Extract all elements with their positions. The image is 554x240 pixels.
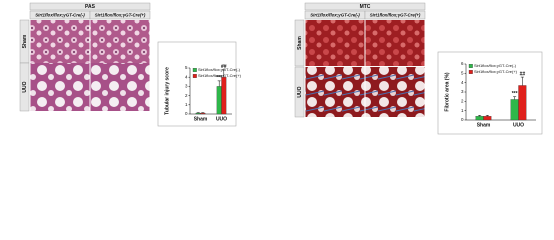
row-label-box bbox=[294, 19, 305, 67]
significance-label: ## bbox=[221, 64, 227, 70]
bar bbox=[475, 116, 484, 121]
y-tick-label: 1 bbox=[461, 108, 464, 113]
y-tick-label: 6 bbox=[461, 61, 464, 66]
bar bbox=[195, 112, 201, 115]
error-bar bbox=[485, 115, 489, 117]
y-tick-label: 2 bbox=[185, 93, 188, 98]
error-bar bbox=[513, 96, 517, 100]
row-label-box bbox=[19, 62, 30, 112]
micrograph bbox=[305, 20, 365, 66]
bar bbox=[483, 116, 492, 121]
legend-label: Sirt1flox/flox;γGT-Cre(-) bbox=[198, 67, 241, 72]
stain-header-box bbox=[304, 2, 426, 11]
legend-label: Sirt1flox/flox;γGT-Cre(+) bbox=[474, 69, 518, 74]
legend-swatch bbox=[468, 64, 473, 68]
y-tick-label: 5 bbox=[185, 65, 188, 70]
stain-label: MTC bbox=[360, 4, 371, 10]
x-tick-label: Sham bbox=[477, 122, 491, 128]
column-header: Sirt1flox/flox;γGT-Cre(-) bbox=[310, 12, 360, 17]
column-header-box bbox=[364, 10, 426, 20]
bar bbox=[221, 77, 227, 115]
column-header: Sirt1flox/flox;γGT-Cre(+) bbox=[370, 12, 421, 17]
bar bbox=[518, 85, 527, 121]
row-label: Sham bbox=[297, 36, 303, 50]
micrograph bbox=[305, 67, 365, 117]
x-tick-label: Sham bbox=[194, 116, 208, 122]
row-label: Sham bbox=[22, 34, 28, 48]
y-tick-label: 4 bbox=[461, 80, 464, 85]
stain-header-box bbox=[29, 2, 151, 11]
stain-label: PAS bbox=[85, 4, 96, 10]
micrograph bbox=[365, 20, 425, 66]
column-header-box bbox=[89, 10, 151, 20]
error-bar bbox=[478, 115, 482, 117]
micrograph bbox=[90, 20, 150, 63]
legend-label: Sirt1flox/flox;γGT-Cre(+) bbox=[198, 73, 242, 78]
y-axis-title: Fibrotic area (%) bbox=[444, 72, 450, 112]
y-tick-label: 0 bbox=[185, 111, 188, 116]
significance-label: ## bbox=[520, 71, 526, 77]
row-label: UUO bbox=[297, 86, 303, 97]
error-bar bbox=[217, 80, 221, 87]
error-bar bbox=[222, 69, 226, 78]
legend-swatch bbox=[192, 74, 197, 78]
error-bar bbox=[520, 76, 524, 86]
column-header: Sirt1flox/flox;γGT-Cre(-) bbox=[35, 12, 85, 17]
y-tick-label: 2 bbox=[461, 99, 464, 104]
legend-label: Sirt1flox/flox;γGT-Cre(-) bbox=[474, 63, 517, 68]
x-tick-label: UUO bbox=[513, 122, 524, 128]
y-tick-label: 3 bbox=[185, 84, 188, 89]
significance-label: *** bbox=[512, 91, 518, 97]
bar bbox=[216, 86, 222, 115]
y-tick-label: 0 bbox=[461, 117, 464, 122]
y-tick-label: 1 bbox=[185, 102, 188, 107]
legend-swatch bbox=[192, 68, 197, 72]
row-label: UUO bbox=[22, 81, 28, 92]
y-tick-label: 3 bbox=[461, 89, 464, 94]
micrograph bbox=[30, 20, 90, 63]
micrograph bbox=[90, 63, 150, 111]
y-tick-label: 5 bbox=[461, 71, 464, 76]
micrograph bbox=[30, 63, 90, 111]
legend-swatch bbox=[468, 70, 473, 74]
column-header: Sirt1flox/flox;γGT-Cre(+) bbox=[95, 12, 146, 17]
x-tick-label: UUO bbox=[216, 116, 227, 122]
y-tick-label: 4 bbox=[185, 74, 188, 79]
micrograph bbox=[365, 67, 425, 117]
bar bbox=[510, 99, 519, 121]
y-axis-title: Tubular injury score bbox=[164, 67, 170, 115]
row-label-box bbox=[294, 66, 305, 118]
bar bbox=[200, 112, 206, 115]
significance-label: *** bbox=[216, 75, 222, 81]
